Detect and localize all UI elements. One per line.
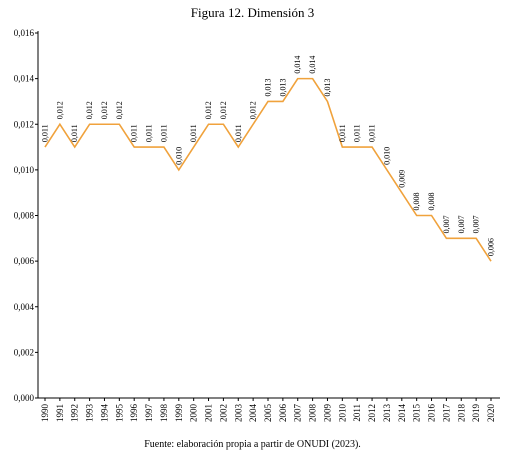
x-tick-label: 1991 [55,404,65,422]
x-tick-label: 1999 [174,404,184,423]
y-tick-label: 0,010 [14,165,35,175]
y-tick-label: 0,002 [14,347,34,357]
data-label: 0,012 [115,101,124,119]
data-label: 0,009 [397,170,406,188]
data-label: 0,011 [234,124,243,142]
data-label: 0,007 [472,215,481,233]
x-tick-label: 2018 [456,404,466,423]
data-label: 0,012 [100,101,109,119]
data-label: 0,011 [353,124,362,142]
x-tick-label: 2000 [189,404,199,423]
data-label: 0,007 [442,215,451,233]
data-label: 0,012 [55,101,64,119]
series-line [44,77,492,262]
chart-title: Figura 12. Dimensión 3 [190,5,315,20]
x-tick-label: 1994 [99,404,109,423]
x-tick-label: 2003 [233,404,243,423]
y-tick-label: 0,016 [14,28,35,38]
data-label: 0,010 [174,147,183,165]
x-tick-label: 1990 [40,404,50,423]
x-tick-label: 2010 [337,404,347,423]
y-axis: 0,000 0,002 0,004 0,006 0,008 0,010 0,012 0,014… [14,28,39,403]
chart-source: Fuente: elaboración propia a partir de O… [0,439,505,450]
y-tick-label: 0,000 [14,393,35,403]
data-label: 0,011 [189,124,198,142]
data-label: 0,011 [368,124,377,142]
data-labels: 0,011 0,012 0,011 0,012 0,012 0,012 0,011 0,011… [41,56,496,257]
data-label: 0,008 [412,193,421,211]
y-tick-label: 0,006 [14,256,35,266]
data-label: 0,012 [219,101,228,119]
data-label: 0,012 [249,101,258,119]
series [44,77,492,262]
x-tick-label: 2020 [486,404,496,423]
x-tick-label: 1998 [159,404,169,423]
source-prefix: Fuente: elaboración propia a partir de [144,439,297,450]
x-tick-label: 1997 [144,404,154,423]
x-tick-label: 1993 [85,404,95,423]
x-tick-label: 2002 [218,404,228,422]
x-tick-label: 2008 [308,404,318,423]
x-tick-label: 1996 [129,404,139,423]
x-tick-label: 2013 [382,404,392,423]
data-label: 0,014 [293,56,302,74]
data-label: 0,013 [264,78,273,96]
y-tick-label: 0,008 [14,211,35,221]
x-tick-label: 2015 [412,404,422,423]
source-org: ONUDI [296,439,330,450]
data-label: 0,007 [457,215,466,233]
x-tick-label: 2007 [293,404,303,423]
data-label: 0,008 [427,193,436,211]
x-tick-label: 2019 [471,404,481,423]
data-label: 0,010 [382,147,391,165]
x-tick-label: 2001 [204,404,214,422]
x-tick-label: 2011 [352,404,362,422]
x-tick-label: 2012 [367,404,377,422]
data-label: 0,013 [278,78,287,96]
x-tick-label: 2009 [322,404,332,423]
data-label: 0,011 [338,124,347,142]
y-tick-label: 0,004 [14,302,35,312]
y-tick-label: 0,012 [14,119,34,129]
y-tick-label: 0,014 [14,74,35,84]
data-label: 0,006 [487,238,496,256]
source-suffix: (2023). [329,439,361,450]
x-tick-label: 2017 [441,404,451,423]
x-tick-label: 1995 [114,404,124,423]
x-tick-label: 2004 [248,404,258,423]
x-tick-label: 2005 [263,404,273,423]
data-label: 0,013 [323,78,332,96]
data-label: 0,012 [204,101,213,119]
data-label: 0,012 [85,101,94,119]
x-tick-label: 1992 [70,404,80,422]
data-label: 0,011 [70,124,79,142]
x-tick-label: 2016 [427,404,437,423]
data-label: 0,011 [145,124,154,142]
x-axis: 1990 1991 1992 1993 1994 1995 1996 1997 1998 1999… [38,397,500,423]
data-label: 0,011 [41,124,50,142]
x-tick-label: 2014 [397,404,407,423]
data-label: 0,011 [130,124,139,142]
x-tick-label: 2006 [278,404,288,423]
data-label: 0,014 [308,56,317,74]
data-label: 0,011 [159,124,168,142]
